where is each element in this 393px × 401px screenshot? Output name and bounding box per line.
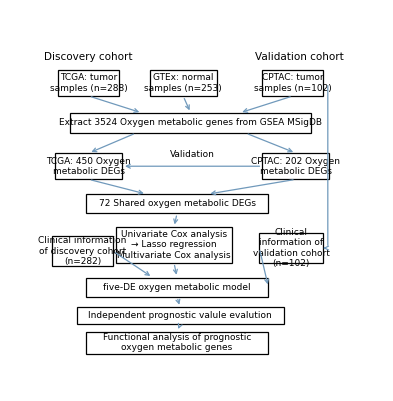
FancyBboxPatch shape [70, 113, 311, 133]
Text: Clinical information
of discovery cohort
(n=282): Clinical information of discovery cohort… [39, 236, 127, 266]
Text: TCGA: 450 Oxygen
metabolic DEGs: TCGA: 450 Oxygen metabolic DEGs [46, 156, 131, 176]
Text: Functional analysis of prognostic
oxygen metabolic genes: Functional analysis of prognostic oxygen… [103, 333, 251, 352]
Text: GTEx: normal
samples (n=253): GTEx: normal samples (n=253) [144, 73, 222, 93]
Text: Extract 3524 Oxygen metabolic genes from GSEA MSigDB: Extract 3524 Oxygen metabolic genes from… [59, 119, 322, 128]
Text: TCGA: tumor
samples (n=288): TCGA: tumor samples (n=288) [50, 73, 128, 93]
Text: CPTAC: tumor
samples (n=102): CPTAC: tumor samples (n=102) [254, 73, 332, 93]
FancyBboxPatch shape [86, 332, 268, 354]
FancyBboxPatch shape [52, 237, 113, 266]
Text: Univariate Cox analysis
→ Lasso regression
Multivariate Cox analysis: Univariate Cox analysis → Lasso regressi… [117, 230, 231, 260]
FancyBboxPatch shape [86, 194, 268, 213]
Text: Validation cohort: Validation cohort [255, 53, 343, 63]
Text: five-DE oxygen metabolic model: five-DE oxygen metabolic model [103, 283, 251, 292]
FancyBboxPatch shape [259, 233, 323, 263]
FancyBboxPatch shape [55, 153, 122, 179]
Text: Independent prognostic valule evalution: Independent prognostic valule evalution [88, 312, 272, 320]
FancyBboxPatch shape [263, 70, 323, 96]
Text: 72 Shared oxygen metabolic DEGs: 72 Shared oxygen metabolic DEGs [99, 199, 255, 208]
Text: Clinical
information of
validation cohort
(n=102): Clinical information of validation cohor… [253, 228, 330, 268]
FancyBboxPatch shape [77, 308, 284, 324]
FancyBboxPatch shape [86, 277, 268, 297]
FancyBboxPatch shape [116, 227, 232, 263]
FancyBboxPatch shape [58, 70, 119, 96]
Text: Validation: Validation [170, 150, 215, 158]
Text: CPTAC: 202 Oxygen
metabolic DEGs: CPTAC: 202 Oxygen metabolic DEGs [252, 156, 340, 176]
FancyBboxPatch shape [263, 153, 329, 179]
Text: Discovery cohort: Discovery cohort [44, 53, 133, 63]
FancyBboxPatch shape [150, 70, 217, 96]
